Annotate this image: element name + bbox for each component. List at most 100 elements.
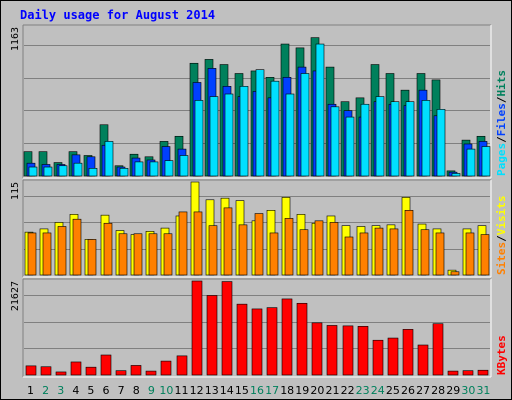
y-max-label: 115 — [10, 182, 21, 200]
bar-kbytes-day-19 — [296, 302, 308, 376]
x-tick-label-day-13: 13 — [205, 384, 219, 397]
legend-segment: Files — [495, 103, 508, 136]
x-tick-label-day-12: 12 — [190, 384, 204, 397]
bar-sites-day-26 — [404, 210, 414, 276]
x-tick-label-day-22: 22 — [341, 384, 355, 397]
bar-kbytes-day-10 — [160, 360, 172, 376]
bar-kbytes-day-30 — [462, 370, 474, 376]
bar-pages-day-8 — [134, 161, 144, 177]
bar-sites-day-8 — [133, 233, 143, 276]
bar-sites-day-16 — [254, 213, 264, 276]
bar-pages-day-16 — [255, 69, 265, 177]
bar-kbytes-day-13 — [206, 295, 218, 376]
x-tick-label-day-1: 1 — [27, 384, 34, 397]
bar-sites-day-24 — [374, 227, 384, 276]
legend-segment: Visits — [495, 196, 508, 236]
x-tick-label-day-9: 9 — [148, 384, 155, 397]
x-tick-label-day-26: 26 — [401, 384, 415, 397]
bar-pages-day-13 — [209, 96, 219, 177]
bar-kbytes-day-18 — [281, 298, 293, 376]
bar-kbytes-day-22 — [342, 325, 354, 376]
bar-pages-day-9 — [149, 161, 159, 177]
bar-sites-day-21 — [329, 222, 339, 276]
x-tick-label-day-23: 23 — [356, 384, 370, 397]
y-max-label: 1163 — [10, 27, 21, 51]
x-tick-label-day-29: 29 — [446, 384, 460, 397]
bar-kbytes-day-2 — [40, 366, 52, 376]
legend-segment: KBytes — [495, 335, 508, 375]
bar-pages-day-3 — [58, 165, 68, 177]
x-tick-label-day-31: 31 — [476, 384, 490, 397]
bar-sites-day-31 — [480, 234, 490, 276]
bar-sites-day-3 — [57, 226, 67, 276]
x-tick-label-day-14: 14 — [220, 384, 234, 397]
legend-label: KBytes — [495, 335, 508, 375]
bar-pages-day-4 — [73, 162, 83, 177]
bar-pages-day-10 — [164, 160, 174, 177]
bar-pages-day-7 — [119, 168, 129, 177]
x-tick-label-day-5: 5 — [87, 384, 94, 397]
bar-sites-day-13 — [208, 225, 218, 276]
bar-kbytes-day-23 — [357, 326, 369, 376]
bar-pages-day-22 — [345, 116, 355, 177]
bar-pages-day-31 — [481, 146, 491, 177]
bar-kbytes-day-1 — [25, 365, 37, 376]
x-tick-label-day-20: 20 — [310, 384, 324, 397]
bar-sites-day-18 — [284, 218, 294, 276]
panel-visits_sites: 115 Sites/Visits — [10, 179, 508, 278]
bar-pages-day-23 — [360, 103, 370, 177]
bar-kbytes-day-24 — [372, 339, 384, 376]
bar-pages-day-26 — [405, 101, 415, 177]
bar-pages-day-17 — [270, 80, 280, 177]
x-tick-label-day-16: 16 — [250, 384, 264, 397]
bar-sites-day-5 — [87, 239, 97, 276]
bar-sites-day-1 — [27, 232, 37, 276]
bar-sites-day-12 — [193, 211, 203, 276]
bar-kbytes-day-12 — [191, 280, 203, 376]
bar-pages-day-27 — [421, 100, 431, 177]
legend-segment: Hits — [495, 70, 508, 97]
x-tick-label-day-10: 10 — [159, 384, 173, 397]
x-tick-label-day-15: 15 — [235, 384, 249, 397]
bar-sites-day-4 — [72, 218, 82, 276]
bar-sites-day-20 — [314, 220, 324, 276]
bar-pages-day-19 — [300, 73, 310, 177]
bar-sites-day-27 — [420, 229, 430, 276]
panel-kbytes: 21627 KBytes — [10, 278, 508, 378]
bar-sites-day-17 — [269, 232, 279, 276]
legend-label: Sites/Visits — [495, 196, 508, 276]
bar-pages-day-25 — [390, 101, 400, 177]
bar-sites-day-14 — [223, 207, 233, 276]
x-tick-label-day-8: 8 — [133, 384, 140, 397]
bar-sites-day-6 — [103, 222, 113, 276]
bar-kbytes-day-29 — [447, 370, 459, 376]
bar-pages-day-11 — [179, 155, 189, 177]
x-tick-label-day-24: 24 — [371, 384, 385, 397]
x-tick-label-day-19: 19 — [295, 384, 309, 397]
legend-segment: Pages — [495, 143, 508, 176]
chart-panels: 1163Pages/Files/Hits115Sites/Visits21627… — [10, 24, 508, 397]
bar-kbytes-day-20 — [311, 322, 323, 376]
bar-sites-day-10 — [163, 233, 173, 276]
bar-sites-day-11 — [178, 211, 188, 276]
bar-kbytes-day-9 — [145, 370, 157, 376]
bar-sites-day-28 — [435, 232, 445, 276]
bar-kbytes-day-26 — [402, 329, 414, 376]
x-tick-label-day-11: 11 — [175, 384, 189, 397]
x-tick-label-day-3: 3 — [57, 384, 64, 397]
legend-segment: / — [495, 235, 508, 242]
bar-kbytes-day-6 — [100, 354, 112, 376]
legend-label: Pages/Files/Hits — [495, 70, 508, 176]
bar-pages-day-29 — [451, 173, 461, 177]
bar-pages-day-2 — [43, 166, 53, 177]
bar-kbytes-day-16 — [251, 308, 263, 376]
bar-pages-day-28 — [436, 109, 446, 177]
x-tick-label-day-25: 25 — [386, 384, 400, 397]
bar-kbytes-day-17 — [266, 307, 278, 376]
bar-kbytes-day-5 — [85, 366, 97, 376]
bar-pages-day-1 — [28, 166, 38, 177]
panel-hits_files_pages: 1163 Pages/Files/Hits — [10, 24, 508, 179]
chart-title: Daily usage for August 2014 — [20, 8, 215, 22]
bar-sites-day-9 — [148, 233, 158, 276]
